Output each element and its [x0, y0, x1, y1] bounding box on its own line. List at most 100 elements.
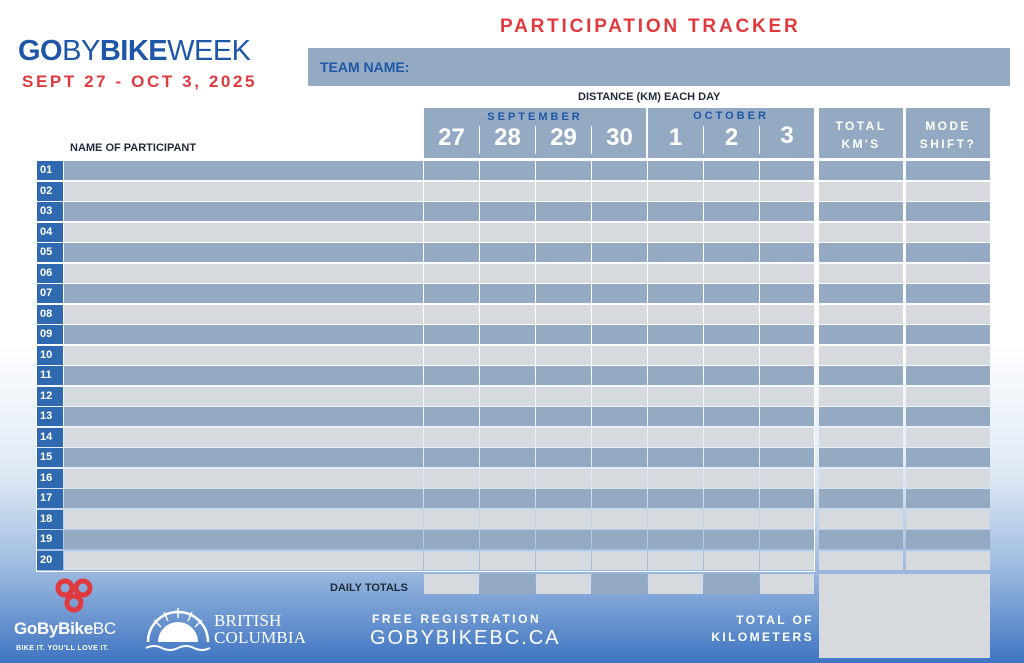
distance-cell[interactable]	[536, 407, 591, 426]
distance-cell[interactable]	[424, 284, 479, 303]
distance-cell[interactable]	[536, 223, 591, 242]
distance-cell[interactable]	[592, 489, 647, 508]
distance-cell[interactable]	[760, 489, 814, 508]
distance-cell[interactable]	[536, 387, 591, 406]
mode-shift-cell[interactable]	[906, 243, 990, 262]
total-kms-cell[interactable]	[819, 202, 903, 221]
distance-cell[interactable]	[592, 305, 647, 324]
distance-cell[interactable]	[760, 428, 814, 447]
participant-name-cell[interactable]	[64, 366, 423, 385]
distance-cell[interactable]	[648, 448, 703, 467]
distance-cell[interactable]	[760, 387, 814, 406]
distance-cell[interactable]	[760, 202, 814, 221]
total-kms-cell[interactable]	[819, 366, 903, 385]
distance-cell[interactable]	[760, 161, 814, 180]
distance-cell[interactable]	[592, 530, 647, 549]
daily-total-cell[interactable]	[592, 574, 647, 594]
distance-cell[interactable]	[648, 551, 703, 570]
daily-total-cell[interactable]	[536, 574, 591, 594]
distance-cell[interactable]	[536, 264, 591, 283]
distance-cell[interactable]	[536, 325, 591, 344]
distance-cell[interactable]	[592, 448, 647, 467]
distance-cell[interactable]	[648, 387, 703, 406]
mode-shift-cell[interactable]	[906, 530, 990, 549]
distance-cell[interactable]	[704, 387, 759, 406]
mode-shift-cell[interactable]	[906, 305, 990, 324]
distance-cell[interactable]	[424, 551, 479, 570]
daily-total-cell[interactable]	[424, 574, 479, 594]
participant-name-cell[interactable]	[64, 469, 423, 488]
participant-name-cell[interactable]	[64, 284, 423, 303]
distance-cell[interactable]	[760, 530, 814, 549]
distance-cell[interactable]	[592, 243, 647, 262]
distance-cell[interactable]	[424, 243, 479, 262]
participant-name-cell[interactable]	[64, 223, 423, 242]
distance-cell[interactable]	[704, 243, 759, 262]
participant-name-cell[interactable]	[64, 489, 423, 508]
distance-cell[interactable]	[424, 387, 479, 406]
total-kms-cell[interactable]	[819, 489, 903, 508]
distance-cell[interactable]	[704, 305, 759, 324]
participant-name-cell[interactable]	[64, 428, 423, 447]
total-kilometers-field[interactable]	[819, 574, 990, 658]
distance-cell[interactable]	[648, 366, 703, 385]
distance-cell[interactable]	[648, 182, 703, 201]
distance-cell[interactable]	[648, 510, 703, 529]
mode-shift-cell[interactable]	[906, 489, 990, 508]
total-kms-cell[interactable]	[819, 243, 903, 262]
distance-cell[interactable]	[760, 407, 814, 426]
distance-cell[interactable]	[424, 530, 479, 549]
distance-cell[interactable]	[704, 366, 759, 385]
daily-total-cell[interactable]	[480, 574, 535, 594]
distance-cell[interactable]	[480, 469, 535, 488]
participant-name-cell[interactable]	[64, 264, 423, 283]
distance-cell[interactable]	[592, 387, 647, 406]
distance-cell[interactable]	[592, 223, 647, 242]
total-kms-cell[interactable]	[819, 387, 903, 406]
distance-cell[interactable]	[648, 325, 703, 344]
distance-cell[interactable]	[424, 489, 479, 508]
participant-name-cell[interactable]	[64, 182, 423, 201]
distance-cell[interactable]	[536, 530, 591, 549]
distance-cell[interactable]	[536, 305, 591, 324]
total-kms-cell[interactable]	[819, 428, 903, 447]
distance-cell[interactable]	[480, 407, 535, 426]
distance-cell[interactable]	[424, 448, 479, 467]
mode-shift-cell[interactable]	[906, 264, 990, 283]
participant-name-cell[interactable]	[64, 551, 423, 570]
distance-cell[interactable]	[592, 366, 647, 385]
distance-cell[interactable]	[648, 243, 703, 262]
mode-shift-cell[interactable]	[906, 161, 990, 180]
total-kms-cell[interactable]	[819, 448, 903, 467]
distance-cell[interactable]	[648, 469, 703, 488]
total-kms-cell[interactable]	[819, 346, 903, 365]
distance-cell[interactable]	[592, 161, 647, 180]
distance-cell[interactable]	[424, 182, 479, 201]
total-kms-cell[interactable]	[819, 325, 903, 344]
distance-cell[interactable]	[704, 428, 759, 447]
distance-cell[interactable]	[536, 510, 591, 529]
distance-cell[interactable]	[704, 407, 759, 426]
distance-cell[interactable]	[480, 305, 535, 324]
distance-cell[interactable]	[760, 325, 814, 344]
distance-cell[interactable]	[648, 223, 703, 242]
distance-cell[interactable]	[536, 161, 591, 180]
distance-cell[interactable]	[760, 305, 814, 324]
distance-cell[interactable]	[480, 243, 535, 262]
distance-cell[interactable]	[592, 346, 647, 365]
distance-cell[interactable]	[536, 182, 591, 201]
participant-name-cell[interactable]	[64, 305, 423, 324]
participant-name-cell[interactable]	[64, 530, 423, 549]
total-kms-cell[interactable]	[819, 510, 903, 529]
distance-cell[interactable]	[480, 202, 535, 221]
distance-cell[interactable]	[480, 325, 535, 344]
distance-cell[interactable]	[760, 264, 814, 283]
distance-cell[interactable]	[704, 161, 759, 180]
distance-cell[interactable]	[424, 510, 479, 529]
total-kms-cell[interactable]	[819, 223, 903, 242]
total-kms-cell[interactable]	[819, 284, 903, 303]
distance-cell[interactable]	[648, 161, 703, 180]
distance-cell[interactable]	[648, 407, 703, 426]
distance-cell[interactable]	[704, 551, 759, 570]
distance-cell[interactable]	[760, 223, 814, 242]
